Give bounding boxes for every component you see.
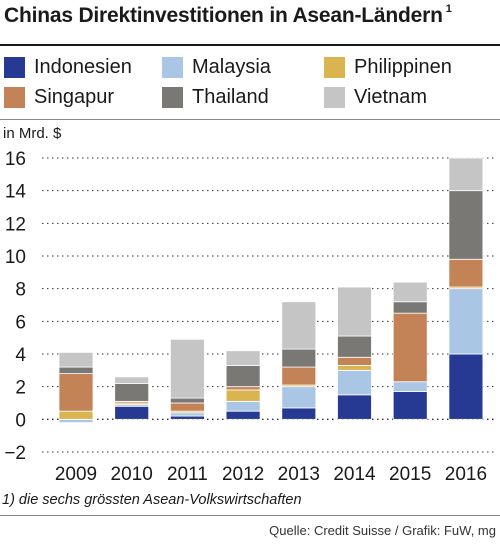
bar-thailand-2013 bbox=[281, 348, 317, 368]
y-axis-label: in Mrd. $ bbox=[3, 125, 62, 142]
legend-label-singapur: Singapur bbox=[34, 85, 115, 108]
bar-thailand-2015 bbox=[392, 301, 428, 314]
legend-item-philippinen: Philippinen bbox=[324, 54, 452, 80]
bar-malaysia-2012 bbox=[225, 400, 261, 412]
bar-thailand-2014 bbox=[337, 335, 372, 358]
chart-title: Chinas Direktinvestitionen in Asean-Länd… bbox=[4, 3, 496, 28]
legend: Indonesien Malaysia Philippinen Singapur… bbox=[0, 52, 500, 118]
bar-malaysia-2014 bbox=[337, 369, 372, 396]
x-tick-label: 2010 bbox=[111, 464, 153, 485]
x-tick-label: 2015 bbox=[389, 464, 431, 485]
legend-swatch-vietnam bbox=[324, 86, 345, 108]
legend-label-philippinen: Philippinen bbox=[354, 55, 452, 78]
bar-singapur-2012 bbox=[225, 386, 261, 391]
bar-indonesien-2013 bbox=[281, 407, 317, 420]
chart-title-text: Chinas Direktinvestitionen in Asean-Länd… bbox=[4, 4, 443, 27]
bar-indonesien-2010 bbox=[114, 405, 150, 420]
bar-malaysia-2015 bbox=[392, 381, 428, 392]
bar-vietnam-2011 bbox=[169, 338, 205, 399]
bar-singapur-2013 bbox=[281, 366, 317, 386]
bar-indonesien-2011 bbox=[169, 415, 205, 420]
bar-indonesien-2014 bbox=[337, 394, 372, 420]
legend-item-vietnam: Vietnam bbox=[324, 84, 427, 110]
x-tick-label: 2013 bbox=[278, 464, 320, 485]
bar-philippinen-2012 bbox=[225, 389, 261, 402]
bar-vietnam-2015 bbox=[392, 281, 428, 303]
y-tick-label: 6 bbox=[15, 312, 26, 333]
stacked-bar-chart: in Mrd. $ −2 0 2 4 6 8 10 12 14 16 2009 2010 2011 2012… bbox=[3, 125, 496, 485]
legend-rule bbox=[0, 119, 500, 120]
bar-malaysia-2009 bbox=[58, 418, 94, 424]
x-tick-label: 2014 bbox=[333, 464, 376, 485]
bar-malaysia-2013 bbox=[281, 386, 317, 409]
y-tick-label: 16 bbox=[5, 149, 26, 170]
bar-philippinen-2009 bbox=[58, 410, 94, 420]
bar-singapur-2011 bbox=[169, 402, 205, 412]
y-tick-label: 8 bbox=[15, 280, 26, 301]
legend-label-vietnam: Vietnam bbox=[354, 85, 428, 108]
x-tick-label: 2012 bbox=[222, 464, 264, 485]
bar-vietnam-2013 bbox=[281, 301, 317, 350]
legend-swatch-philippinen bbox=[324, 56, 345, 78]
bar-singapur-2015 bbox=[392, 312, 428, 383]
bar-vietnam-2016 bbox=[448, 157, 484, 192]
x-tick-label: 2016 bbox=[445, 464, 487, 485]
legend-swatch-thailand bbox=[162, 86, 183, 108]
y-tick-label: −2 bbox=[4, 443, 26, 464]
bar-indonesien-2012 bbox=[225, 410, 261, 420]
title-rule bbox=[0, 44, 500, 46]
bar-thailand-2009 bbox=[58, 366, 94, 374]
bar-vietnam-2014 bbox=[337, 286, 372, 337]
source-credit: Quelle: Credit Suisse / Grafik: FuW, mg bbox=[269, 523, 496, 538]
bar-indonesien-2016 bbox=[448, 353, 484, 420]
legend-item-indonesien: Indonesien bbox=[4, 54, 132, 80]
bar-singapur-2014 bbox=[337, 356, 372, 366]
legend-item-thailand: Thailand bbox=[162, 84, 269, 110]
bar-singapur-2016 bbox=[448, 258, 484, 288]
bar-indonesien-2015 bbox=[392, 391, 428, 420]
footnote: 1) die sechs grössten Asean-Volkswirtsch… bbox=[2, 492, 302, 508]
bar-vietnam-2010 bbox=[114, 376, 150, 384]
bar-malaysia-2016 bbox=[448, 288, 484, 355]
legend-label-indonesien: Indonesien bbox=[34, 55, 132, 78]
bar-vietnam-2009 bbox=[58, 351, 94, 368]
y-tick-label: 14 bbox=[5, 182, 27, 203]
title-footnote-marker: 1 bbox=[445, 3, 452, 15]
y-tick-label: 4 bbox=[15, 345, 26, 366]
y-tick-label: 10 bbox=[5, 247, 26, 268]
legend-swatch-singapur bbox=[4, 86, 25, 108]
bar-singapur-2009 bbox=[58, 373, 94, 412]
footer-rule bbox=[0, 515, 500, 516]
bar-vietnam-2012 bbox=[225, 350, 261, 366]
legend-label-malaysia: Malaysia bbox=[192, 55, 271, 78]
bar-thailand-2016 bbox=[448, 190, 484, 260]
legend-item-malaysia: Malaysia bbox=[162, 54, 271, 80]
legend-swatch-malaysia bbox=[162, 56, 183, 78]
y-tick-label: 2 bbox=[15, 378, 26, 399]
bar-philippinen-2014 bbox=[337, 365, 372, 371]
bar-thailand-2012 bbox=[225, 365, 261, 388]
legend-item-singapur: Singapur bbox=[4, 84, 114, 110]
legend-label-thailand: Thailand bbox=[192, 85, 269, 108]
legend-swatch-indonesien bbox=[4, 56, 25, 78]
bar-thailand-2011 bbox=[169, 397, 205, 404]
x-tick-label: 2011 bbox=[167, 464, 208, 485]
y-tick-label: 0 bbox=[15, 410, 26, 431]
bar-malaysia-2011 bbox=[169, 412, 205, 417]
bar-thailand-2010 bbox=[114, 382, 150, 402]
x-tick-label: 2009 bbox=[55, 464, 97, 485]
y-tick-label: 12 bbox=[5, 214, 26, 235]
